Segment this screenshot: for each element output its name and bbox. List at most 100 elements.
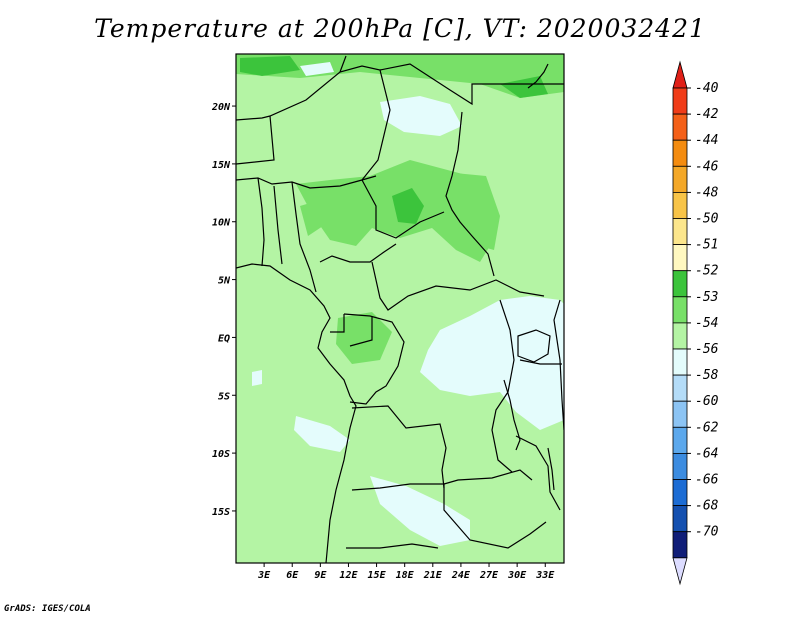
colorbar-bottom-arrow (672, 557, 688, 586)
border-cameroon-car (371, 261, 545, 311)
lat-tick-label: 20N (211, 102, 231, 113)
colorbar-swatch (672, 218, 688, 246)
colorbar-label: -70 (695, 525, 719, 540)
lake-malawi (547, 447, 555, 491)
map-panel: 20N 15N 10N 5N EQ 5S 10S 15S 3E 6E 9E 12E 15E 18E 21E… (211, 53, 565, 581)
colorbar-swatch (672, 426, 688, 454)
lat-tick-label: 10N (212, 218, 231, 229)
shade-band-52 (240, 56, 300, 76)
colorbar-label: -54 (695, 316, 718, 331)
border-libya (339, 55, 564, 106)
lon-tick-label: 3E (257, 570, 271, 581)
colorbar-swatch (672, 322, 688, 350)
colorbar-swatch (672, 400, 688, 428)
colorbar-label: -40 (695, 81, 719, 96)
border-angola-namibia (346, 543, 439, 549)
colorbar-swatch (672, 374, 688, 402)
grads-credit: GrADS: IGES/COLA (4, 604, 91, 614)
temperature-shading (236, 54, 564, 546)
colorbar-label: -42 (695, 107, 719, 122)
lat-tick-label: 15N (212, 160, 231, 171)
colorbar-swatch (672, 452, 688, 480)
colorbar-label: -62 (695, 420, 719, 435)
shade-band-53 (336, 312, 392, 364)
border-zambia-south (443, 469, 533, 485)
border-tanzania (515, 359, 562, 511)
shade-band-56 (294, 416, 350, 452)
colorbar: -40 -42 -44 -46 -48 -50 -51 -52 -53 -54 -56 -58 -60 -… (672, 60, 719, 586)
colorbar-label: -46 (695, 159, 719, 174)
shade-band-52 (392, 188, 424, 224)
colorbar-swatch (672, 191, 688, 219)
colorbar-swatch (672, 531, 688, 559)
colorbar-label: -60 (695, 394, 719, 409)
red-sea-coast (527, 63, 549, 89)
colorbar-swatch (672, 244, 688, 272)
lon-tick-label: 27E (479, 570, 499, 581)
colorbar-label: -53 (695, 290, 718, 305)
lon-tick-label: 12E (339, 570, 358, 581)
colorbar-label: -52 (695, 264, 719, 279)
colorbar-label: -56 (695, 342, 719, 357)
map-frame (235, 53, 565, 564)
colorbar-swatch (672, 505, 688, 533)
colorbar-swatch (672, 113, 688, 141)
map-title: Temperature at 200hPa [C], VT: 202003242… (94, 14, 706, 43)
lon-tick-label: 9E (314, 570, 327, 581)
lat-tick-label: 15S (212, 507, 230, 518)
colorbar-label: -64 (695, 446, 718, 461)
colorbar-top-arrow (672, 60, 688, 89)
lat-tick-label: 10S (212, 449, 230, 460)
colorbar-swatch (672, 139, 688, 167)
shade-band-56 (380, 96, 462, 136)
shade-band-56 (420, 296, 564, 430)
lon-tick-label: 33E (535, 570, 555, 581)
border-central (343, 313, 405, 405)
lon-tick-label: 21E (423, 570, 443, 581)
border-west-states (236, 115, 317, 293)
longitude-axis: 3E 6E 9E 12E 15E 18E 21E 24E 27E 30E 33E (257, 563, 555, 581)
lon-tick-label: 18E (396, 570, 415, 581)
border-niger-chad (236, 65, 391, 181)
coastline-west-africa (236, 263, 357, 563)
border-nigeria-cameroon (319, 243, 397, 263)
lat-tick-label: 5N (218, 276, 231, 287)
colorbar-swatch (672, 296, 688, 324)
border-angola-zambia (351, 483, 547, 549)
colorbar-label: -68 (695, 499, 719, 514)
lon-tick-label: 6E (286, 570, 299, 581)
lon-tick-label: 24E (451, 570, 471, 581)
colorbar-swatch (672, 348, 688, 376)
colorbar-label: -51 (695, 238, 718, 253)
coast-east-africa (553, 299, 564, 431)
colorbar-label: -48 (695, 185, 719, 200)
border-chad-sudan (445, 111, 495, 277)
shade-band-56 (300, 62, 334, 76)
lat-tick-label: EQ (218, 333, 230, 344)
shade-band-56 (370, 476, 470, 546)
shade-band-56 (252, 370, 262, 386)
lon-tick-label: 15E (368, 570, 387, 581)
lake-tanganyika (503, 379, 521, 451)
colorbar-swatch (672, 87, 688, 115)
colorbar-label: -58 (695, 368, 719, 383)
lon-tick-label: 30E (507, 570, 527, 581)
border-sahel (236, 175, 377, 189)
shade-band-53 (444, 172, 500, 250)
lake-victoria (517, 329, 551, 363)
lat-tick-label: 5S (218, 391, 230, 402)
shade-band-53 (300, 200, 326, 236)
colorbar-label: -44 (695, 133, 718, 148)
colorbar-label: -50 (695, 212, 719, 227)
border-chad-car (361, 179, 445, 239)
colorbar-swatch (672, 479, 688, 507)
latitude-axis: 20N 15N 10N 5N EQ 5S 10S 15S (211, 102, 236, 518)
colorbar-label: -66 (695, 473, 719, 488)
country-boundaries (236, 55, 564, 563)
border-gabon (330, 314, 373, 347)
colorbar-swatch (672, 165, 688, 193)
border-drc-east (491, 299, 515, 473)
colorbar-swatch (672, 270, 688, 298)
border-drc-angola (351, 405, 447, 489)
